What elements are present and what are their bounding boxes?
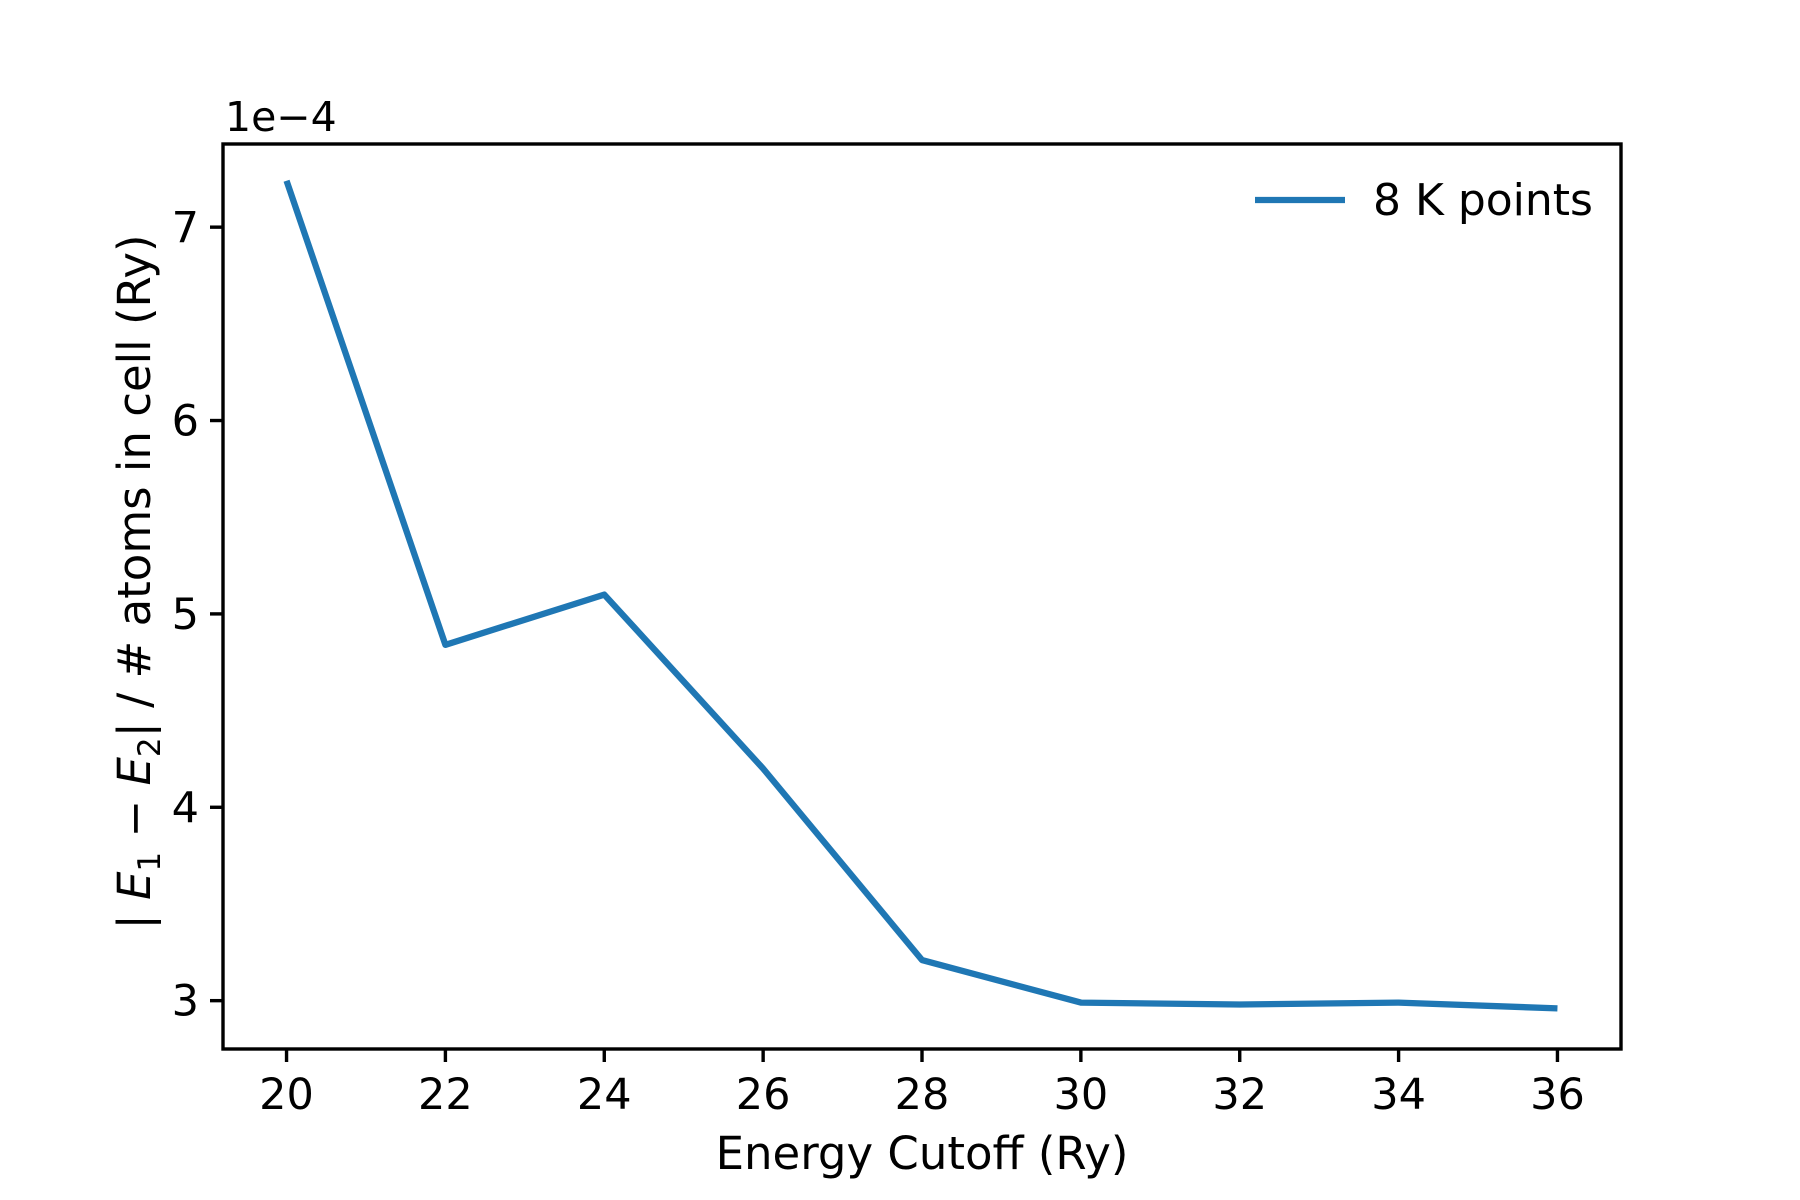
x-tick-label: 30 xyxy=(1054,1070,1109,1120)
x-tick-label: 34 xyxy=(1371,1070,1426,1120)
y-axis-label-part: | / # atoms in cell (Ry) xyxy=(108,234,161,737)
y-axis-label-part: − E xyxy=(108,757,161,852)
axes-spines xyxy=(221,142,1623,1051)
x-tick-label: 26 xyxy=(736,1070,791,1120)
legend: 8 K points xyxy=(1255,175,1593,226)
x-tick-label: 22 xyxy=(418,1070,473,1120)
y-tick-label: 6 xyxy=(172,397,199,447)
x-tick-label: 20 xyxy=(259,1070,314,1120)
y-tick-label: 5 xyxy=(172,590,199,640)
legend-label: 8 K points xyxy=(1373,175,1593,226)
y-tick-label: 4 xyxy=(172,783,199,833)
y-axis-label: | E1 − E2| / # atoms in cell (Ry) xyxy=(108,234,168,929)
y-tick-label: 7 xyxy=(172,203,199,253)
x-axis-ticks: 20 22 24 26 28 30 32 34 36 xyxy=(259,1049,1585,1120)
y-axis-label-subscript-2: 2 xyxy=(132,737,168,757)
x-tick-label: 24 xyxy=(577,1070,632,1120)
y-axis-ticks: 3 4 5 6 7 xyxy=(172,203,223,1027)
y-tick-label: 3 xyxy=(172,977,199,1027)
x-tick-label: 36 xyxy=(1530,1070,1585,1120)
series-line-8-k-points xyxy=(283,179,1558,1012)
y-axis-label-part: | E xyxy=(108,871,161,929)
y-axis-label-subscript-1: 1 xyxy=(132,852,168,872)
x-axis-label: Energy Cutoff (Ry) xyxy=(716,1127,1129,1180)
x-tick-label: 28 xyxy=(895,1070,950,1120)
y-axis-offset-text: 1e−4 xyxy=(225,93,337,141)
x-tick-label: 32 xyxy=(1212,1070,1267,1120)
